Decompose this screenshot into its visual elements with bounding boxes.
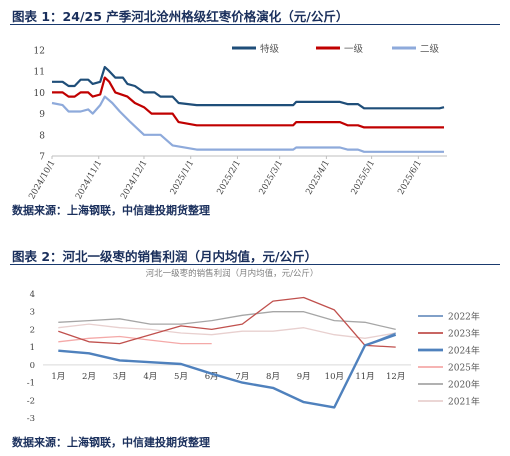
x-tick-label-2024-11-1: 2024/11/1 [74, 159, 104, 202]
legend-label-4: 2025年 [448, 362, 480, 374]
legend-label-3: 2024年 [448, 345, 480, 357]
y-tick-label-0: 0 [30, 361, 35, 371]
x-tick-label-6: 6月 [205, 372, 219, 382]
price-evolution-chart: 7 8 9 10 11 12 2024/10/1 2024/11/1 2024/12/1 2025… [27, 43, 447, 202]
figure2-heading-rule [10, 264, 500, 265]
x-tick-label-4: 4月 [143, 372, 157, 382]
series-line-2025-1 [58, 335, 212, 345]
series-line-3 [51, 95, 444, 153]
x-tick-label-10: 10月 [325, 372, 344, 382]
x-tick-label-3: 3月 [113, 372, 127, 382]
figure1-heading: 图表 1：24/25 产季河北沧州格级红枣价格演化（元/公斤） [12, 9, 349, 24]
x-tick-label-1: 1月 [51, 372, 65, 382]
figure2-source: 数据来源：上海钢联，中信建投期货整理 [12, 436, 210, 449]
series-line-2023-1 [58, 296, 396, 348]
y-tick-label-2: -2 [27, 396, 35, 406]
series-line-2 [52, 76, 444, 129]
y-tick-label-4: 4 [30, 290, 35, 300]
legend-label-5: 2020年 [448, 379, 480, 391]
y-tick-label-3: -3 [27, 414, 35, 424]
x-tick-label-2025-3-1: 2025/3/1 [257, 159, 285, 197]
figure1-heading-rule [10, 24, 500, 25]
y-tick-label-11: 11 [34, 68, 45, 78]
y-tick-label-3: 3 [30, 308, 35, 318]
x-tick-label-9: 9月 [297, 372, 311, 382]
x-tick-label-2024-12-1: 2024/12/1 [119, 159, 149, 202]
legend-label-2: 一级 [344, 43, 364, 55]
series-line-1 [52, 65, 445, 110]
y-tick-label-10: 10 [34, 89, 46, 99]
figure2-heading: 图表 2：河北一级枣的销售利润（月内均值，元/公斤） [12, 249, 318, 264]
x-tick-label-12: 12月 [386, 372, 405, 382]
series-line-2024-1 [58, 333, 397, 409]
x-tick-label-7: 7月 [235, 372, 249, 382]
y-tick-label-1: 1 [30, 343, 35, 353]
legend-label-1: 2022年 [448, 311, 480, 323]
y-tick-label-8: 8 [39, 131, 45, 141]
legend-label-3: 二级 [420, 43, 440, 55]
legend-label-6: 2021年 [448, 396, 480, 408]
sales-profit-chart: 河北一级枣的销售利润（月内均值，元/公斤） -3 -2 -1 0 1 2 3 4 1月 2月 3月 4月… [27, 268, 480, 424]
x-tick-label-2025-6-1: 2025/6/1 [396, 159, 424, 197]
y-tick-label-1: -1 [27, 379, 35, 389]
series-line-2021-1 [58, 323, 396, 339]
legend-label-2: 2023年 [448, 328, 480, 340]
x-tick-label-2025-1-1: 2025/1/1 [169, 159, 197, 197]
x-tick-label-2: 2月 [82, 372, 96, 382]
x-tick-label-11: 11月 [355, 372, 374, 382]
y-tick-label-2: 2 [30, 325, 35, 335]
x-tick-label-2025-2-1: 2025/2/1 [215, 159, 243, 197]
x-tick-label-2025-5-1: 2025/5/1 [349, 159, 377, 197]
y-tick-label-9: 9 [39, 110, 45, 120]
x-tick-label-2025-4-1: 2025/4/1 [304, 159, 332, 197]
x-tick-label-5: 5月 [174, 372, 188, 382]
legend-label-1: 特级 [260, 43, 280, 55]
series-line-2020-1 [58, 311, 396, 331]
y-tick-label-12: 12 [34, 47, 45, 57]
x-tick-label-2024-10-1: 2024/10/1 [27, 159, 57, 202]
chart-title: 河北一级枣的销售利润（月内均值，元/公斤） [146, 268, 319, 279]
y-tick-label-7: 7 [39, 153, 45, 163]
figure1-source: 数据来源：上海钢联，中信建投期货整理 [12, 204, 210, 217]
x-tick-label-8: 8月 [266, 372, 280, 382]
